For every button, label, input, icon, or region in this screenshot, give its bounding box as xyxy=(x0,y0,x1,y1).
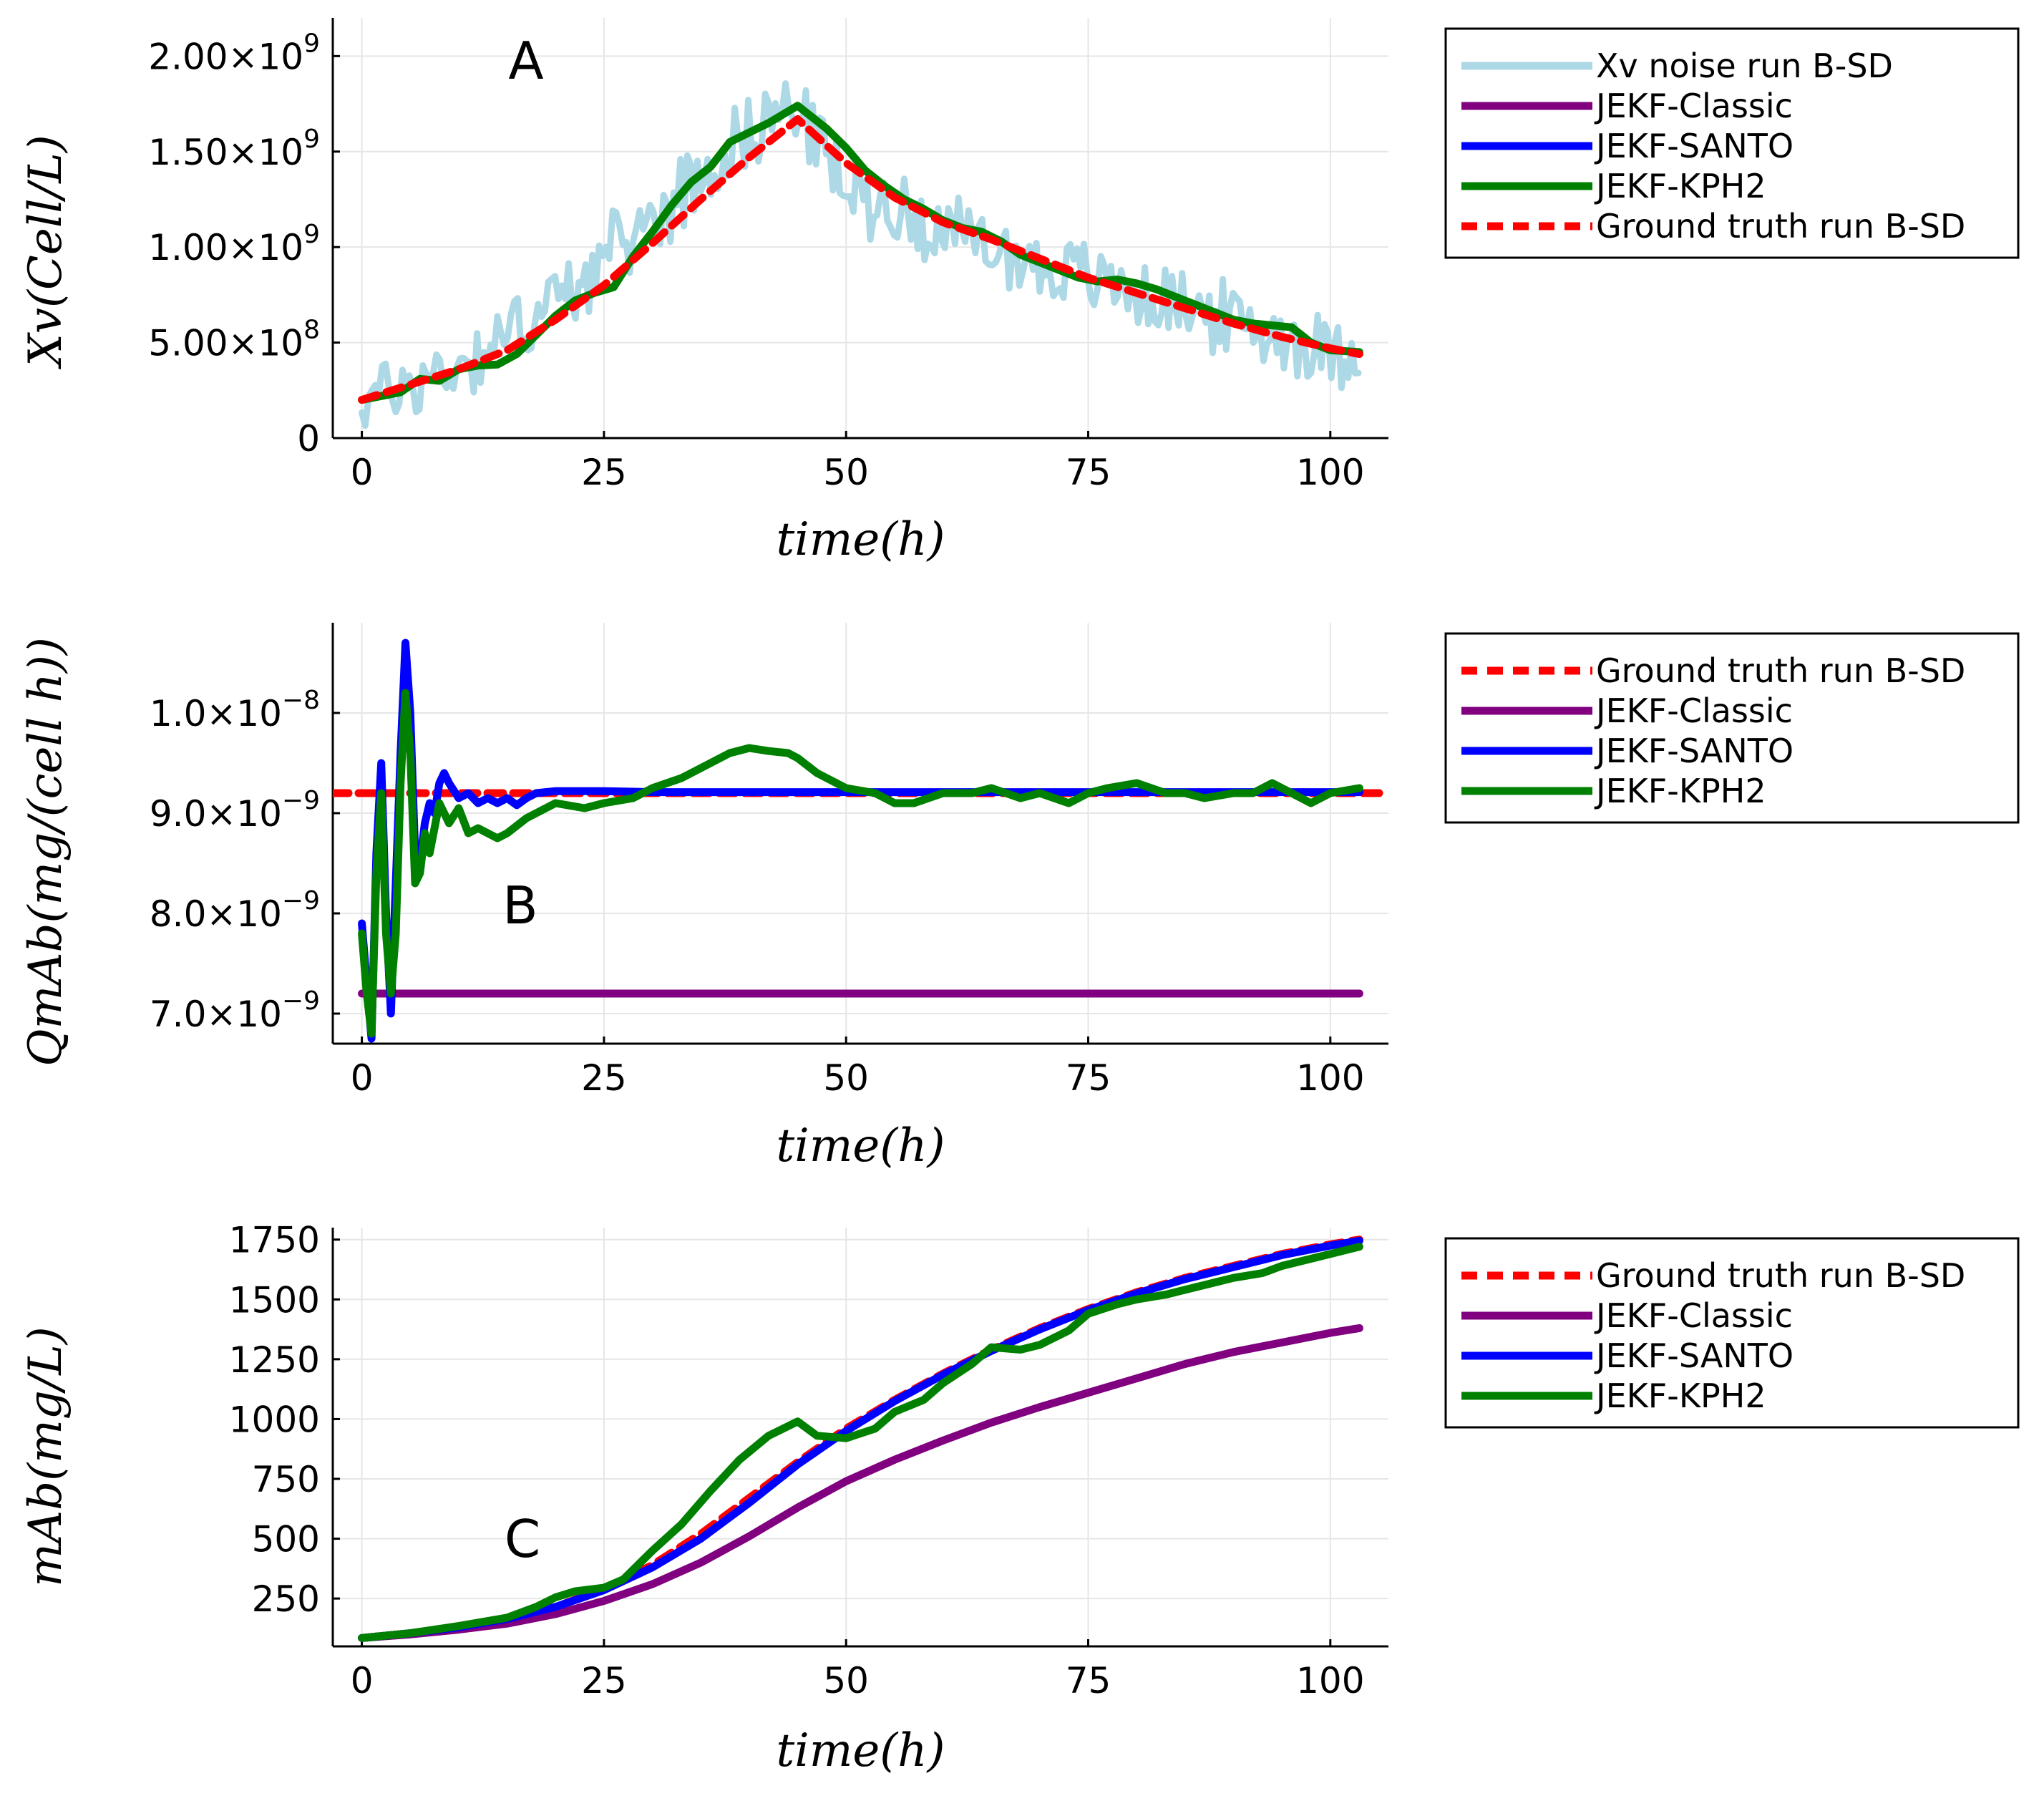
legend-label: JEKF-SANTO xyxy=(1594,732,1794,770)
x-tick-label: 25 xyxy=(581,1057,627,1099)
plot-area xyxy=(333,639,1388,1043)
y-tick-label: 250 xyxy=(252,1578,320,1620)
legend-label: Ground truth run B-SD xyxy=(1596,1256,1965,1295)
y-tick-label: 1500 xyxy=(229,1279,320,1321)
series-line-truth xyxy=(358,115,1363,404)
x-tick-label: 75 xyxy=(1066,1057,1111,1099)
panel-label: C xyxy=(505,1509,540,1569)
y-tick-label: 5.00×108 xyxy=(148,316,320,364)
x-tick-label: 75 xyxy=(1066,452,1111,493)
legend-label: JEKF-Classic xyxy=(1594,691,1793,730)
panel-label: A xyxy=(508,31,543,91)
x-tick-label: 100 xyxy=(1296,452,1364,493)
y-tick-label: 8.0×10−9 xyxy=(150,886,320,935)
legend-label: Xv noise run B-SD xyxy=(1596,47,1893,85)
chart-panel-C: 0 25 50 75 100 250 500 750 1000 1250 1500 1750 time(… xyxy=(19,1220,2020,1777)
y-axis-label: Xv(Cell/L) xyxy=(19,135,72,370)
x-axis-label: time(h) xyxy=(777,1120,945,1173)
y-tick-label: 1000 xyxy=(229,1399,320,1440)
series-line-noise xyxy=(359,80,1362,429)
y-axis-label: mAb(mg/L) xyxy=(19,1326,72,1587)
chart-panel-B: 0 25 50 75 100 7.0×10−9 8.0×10−9 9.0×10−9 1.0×10… xyxy=(19,623,2020,1173)
x-axis-label: time(h) xyxy=(777,1724,945,1777)
series-line-santo xyxy=(358,1236,1363,1642)
x-tick-label: 50 xyxy=(823,1057,869,1099)
x-tick-label: 0 xyxy=(351,1057,374,1099)
series-line-kph2 xyxy=(358,1243,1363,1642)
y-tick-label: 9.0×10−9 xyxy=(150,786,320,835)
series-line-classic xyxy=(358,1324,1363,1642)
y-tick-label: 1.0×10−8 xyxy=(150,686,320,734)
legend-label: JEKF-Classic xyxy=(1594,87,1793,125)
x-tick-label: 0 xyxy=(351,1660,374,1701)
series-line-kph2 xyxy=(358,689,1363,1038)
y-tick-label: 1750 xyxy=(229,1220,320,1261)
legend-label: JEKF-SANTO xyxy=(1594,1336,1794,1375)
x-tick-label: 50 xyxy=(823,1660,869,1701)
legend-label: JEKF-KPH2 xyxy=(1594,1377,1766,1415)
legend-label: Ground truth run B-SD xyxy=(1596,651,1965,690)
y-tick-label: 1.50×109 xyxy=(148,125,320,173)
x-tick-label: 100 xyxy=(1296,1660,1364,1701)
legend-label: Ground truth run B-SD xyxy=(1596,207,1965,246)
x-tick-label: 0 xyxy=(351,452,374,493)
legend-label: JEKF-Classic xyxy=(1594,1296,1793,1335)
x-tick-label: 25 xyxy=(581,1660,627,1701)
x-tick-label: 100 xyxy=(1296,1057,1364,1099)
y-tick-label: 7.0×10−9 xyxy=(150,986,320,1035)
legend-label: JEKF-KPH2 xyxy=(1594,772,1766,810)
y-tick-label: 1250 xyxy=(229,1339,320,1381)
y-tick-label: 0 xyxy=(297,418,320,460)
legend-label: JEKF-KPH2 xyxy=(1594,167,1766,205)
plot-area xyxy=(358,80,1363,429)
y-tick-label: 500 xyxy=(252,1519,320,1560)
y-axis-label: QmAb(mg/(cell h)) xyxy=(19,637,72,1067)
x-tick-label: 50 xyxy=(823,452,869,493)
y-tick-label: 750 xyxy=(252,1459,320,1500)
plot-area xyxy=(358,1235,1363,1642)
series-line-kph2 xyxy=(358,102,1363,404)
panel-label: B xyxy=(502,875,537,936)
y-tick-label: 1.00×109 xyxy=(148,220,320,268)
chart-panel-A: 0 25 50 75 100 0 5.00×108 1.00×109 1.50×109 2.00×… xyxy=(19,18,2020,566)
legend-label: JEKF-SANTO xyxy=(1594,127,1794,165)
x-tick-label: 75 xyxy=(1066,1660,1111,1701)
x-axis-label: time(h) xyxy=(777,513,945,566)
y-tick-label: 2.00×109 xyxy=(148,29,320,77)
x-tick-label: 25 xyxy=(581,452,627,493)
